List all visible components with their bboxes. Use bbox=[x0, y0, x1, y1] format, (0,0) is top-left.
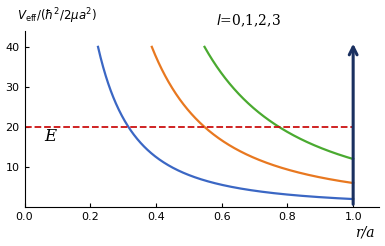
Title: $\it{l}$=0,1,2,3: $\it{l}$=0,1,2,3 bbox=[216, 13, 281, 29]
Text: $V_{\rm eff}/(\hbar^2/2\mu a^2)$: $V_{\rm eff}/(\hbar^2/2\mu a^2)$ bbox=[17, 6, 97, 26]
Text: r/a: r/a bbox=[355, 225, 374, 239]
Text: E: E bbox=[44, 128, 56, 145]
